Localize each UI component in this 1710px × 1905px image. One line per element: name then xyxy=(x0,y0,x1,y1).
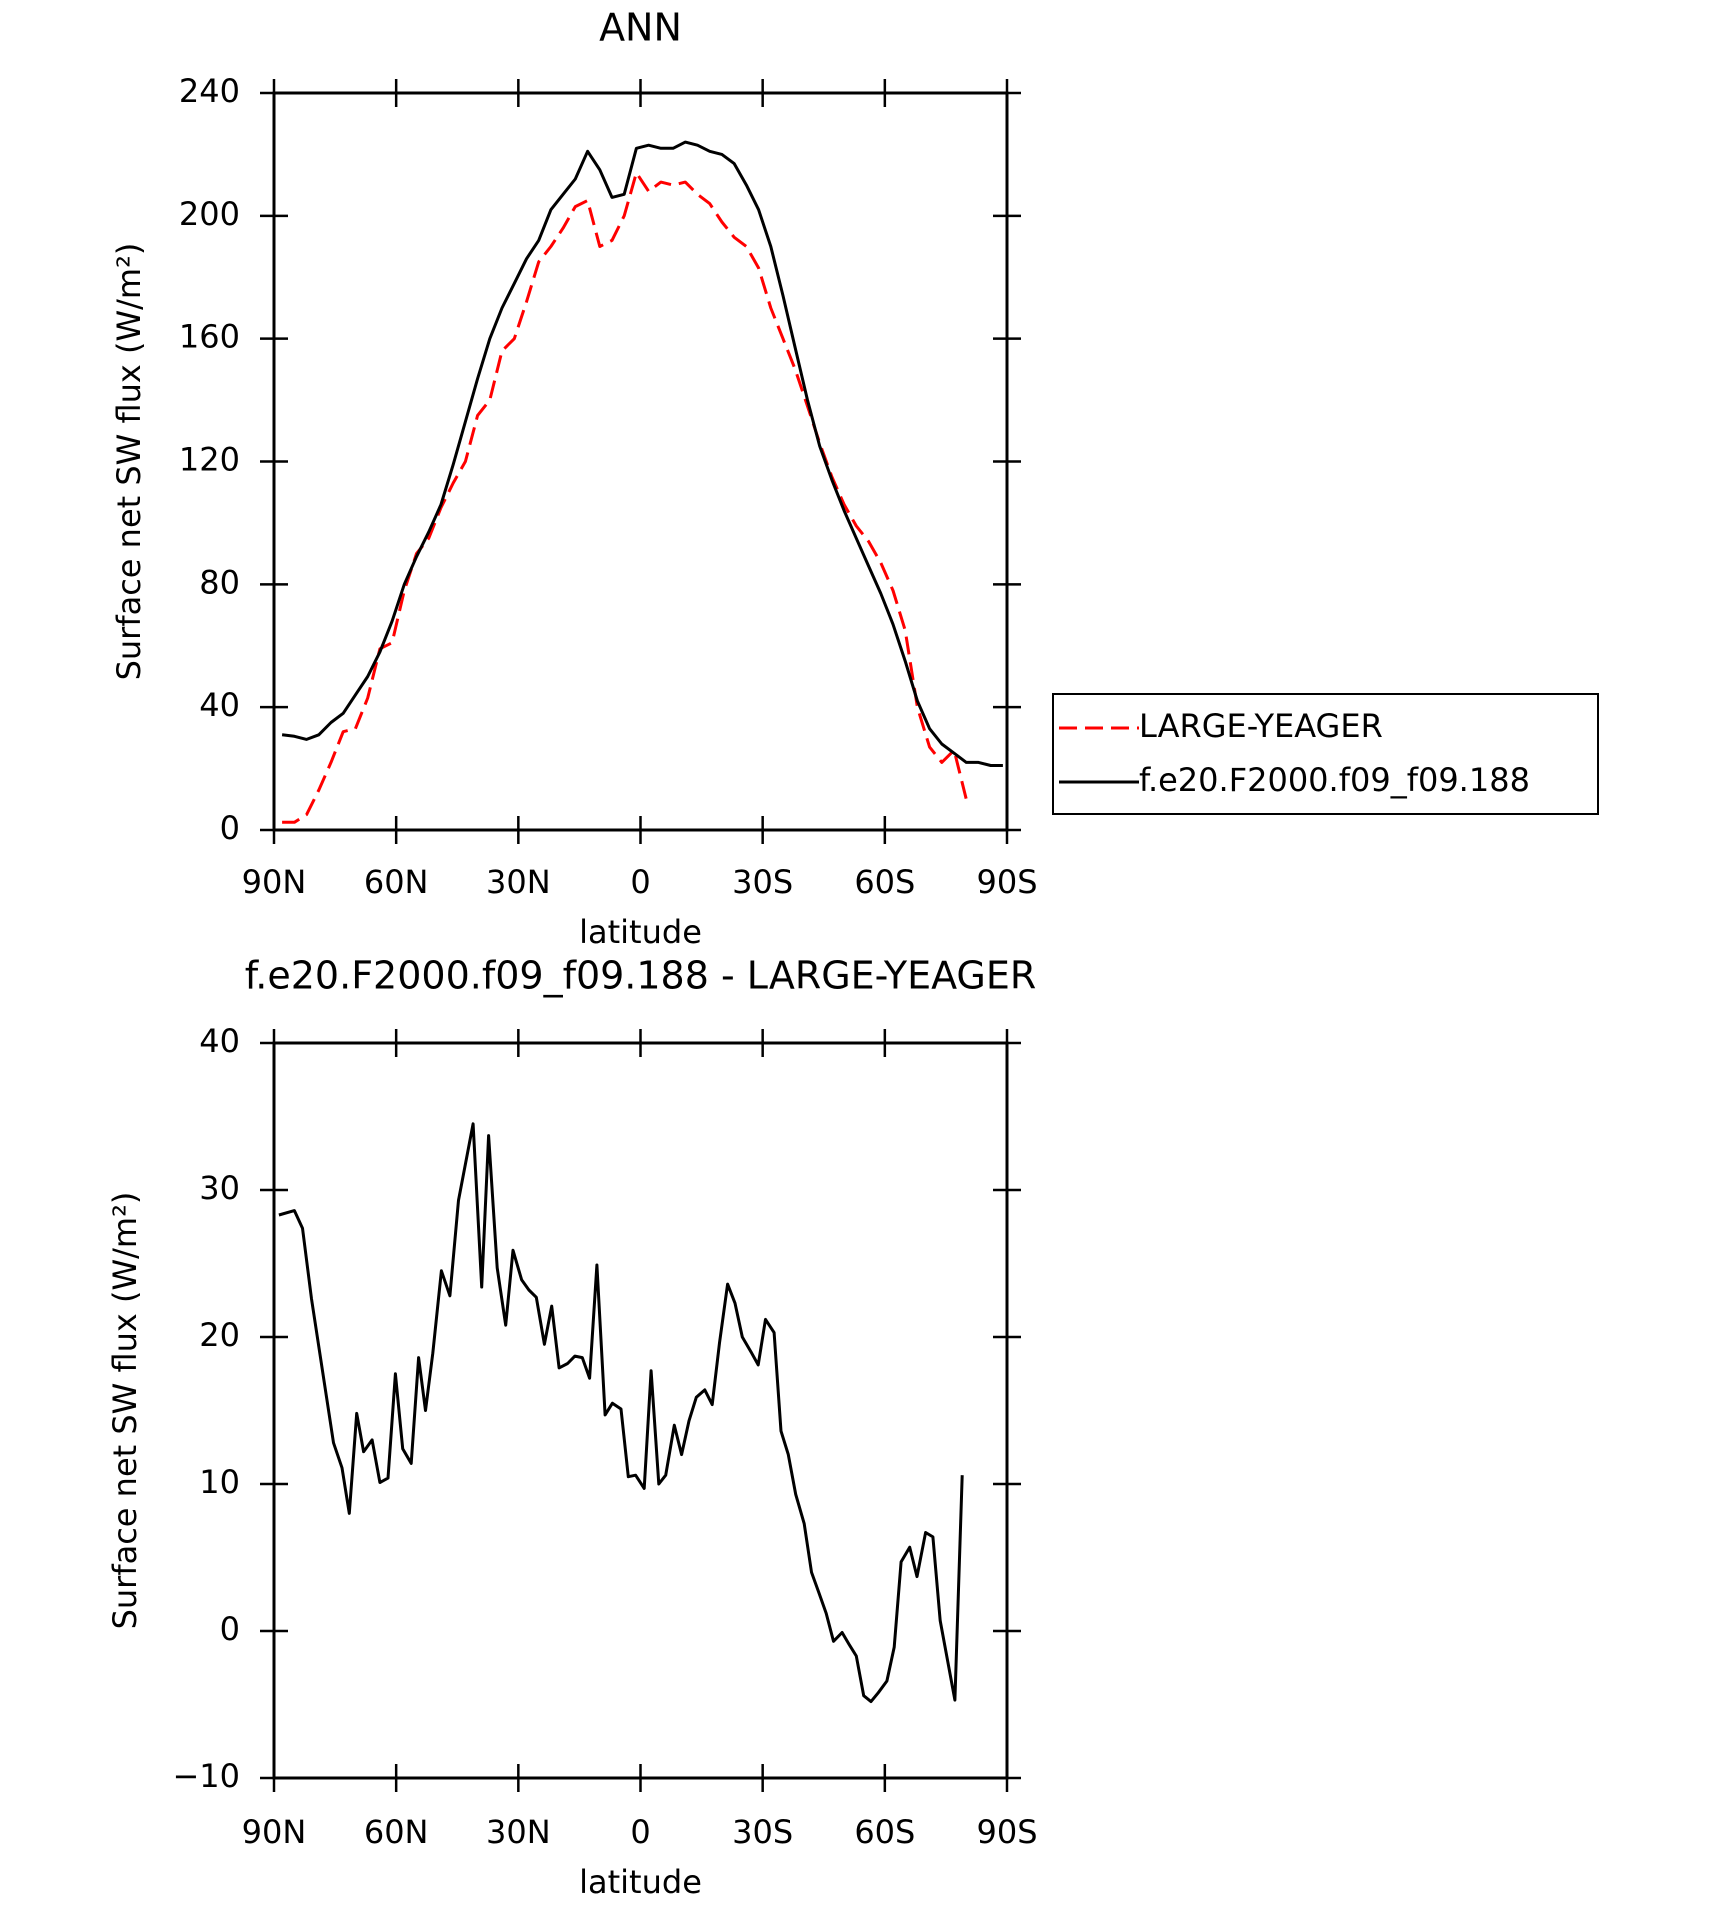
x-tick-label: 0 xyxy=(630,863,650,901)
chart-title: f.e20.F2000.f09_f09.188 - LARGE-YEAGER xyxy=(245,954,1037,998)
x-tick-label: 90S xyxy=(976,1813,1037,1851)
x-tick-label: 60S xyxy=(854,863,915,901)
legend-label: LARGE-YEAGER xyxy=(1139,707,1383,745)
x-tick-label: 60N xyxy=(364,1813,429,1851)
y-tick-label: 20 xyxy=(199,1316,240,1354)
x-tick-label: 30N xyxy=(486,863,551,901)
y-tick-label: 160 xyxy=(179,318,240,356)
x-tick-label: 30S xyxy=(732,863,793,901)
x-tick-label: 30S xyxy=(732,1813,793,1851)
y-tick-label: −10 xyxy=(172,1757,240,1795)
chart-title: ANN xyxy=(599,6,682,50)
data-line xyxy=(278,1122,964,1704)
y-axis-label: Surface net SW flux (W/m²) xyxy=(110,243,148,681)
x-tick-label: 30N xyxy=(486,1813,551,1851)
y-tick-label: 40 xyxy=(199,1022,240,1060)
y-tick-label: 10 xyxy=(199,1463,240,1501)
x-tick-label: 0 xyxy=(630,1813,650,1851)
plot-frame xyxy=(272,91,1009,832)
x-tick-label: 60N xyxy=(364,863,429,901)
x-tick-label: 60S xyxy=(854,1813,915,1851)
data-line xyxy=(282,171,968,824)
x-axis-label: latitude xyxy=(579,1863,702,1901)
data-line xyxy=(281,140,1003,767)
x-tick-label: 90N xyxy=(242,863,307,901)
y-tick-label: 80 xyxy=(199,563,240,601)
x-axis-label: latitude xyxy=(579,913,702,951)
x-tick-label: 90S xyxy=(976,863,1037,901)
y-tick-label: 240 xyxy=(179,72,240,110)
y-axis-label: Surface net SW flux (W/m²) xyxy=(106,1192,144,1630)
x-tick-label: 90N xyxy=(242,1813,307,1851)
y-tick-label: 40 xyxy=(199,686,240,724)
y-tick-label: 0 xyxy=(220,809,240,847)
legend-label: f.e20.F2000.f09_f09.188 xyxy=(1139,761,1530,799)
y-tick-label: 120 xyxy=(179,441,240,479)
plot-frame xyxy=(272,1041,1009,1780)
y-tick-label: 30 xyxy=(199,1169,240,1207)
y-tick-label: 0 xyxy=(220,1610,240,1648)
legend-box xyxy=(1052,693,1599,815)
y-tick-label: 200 xyxy=(179,195,240,233)
